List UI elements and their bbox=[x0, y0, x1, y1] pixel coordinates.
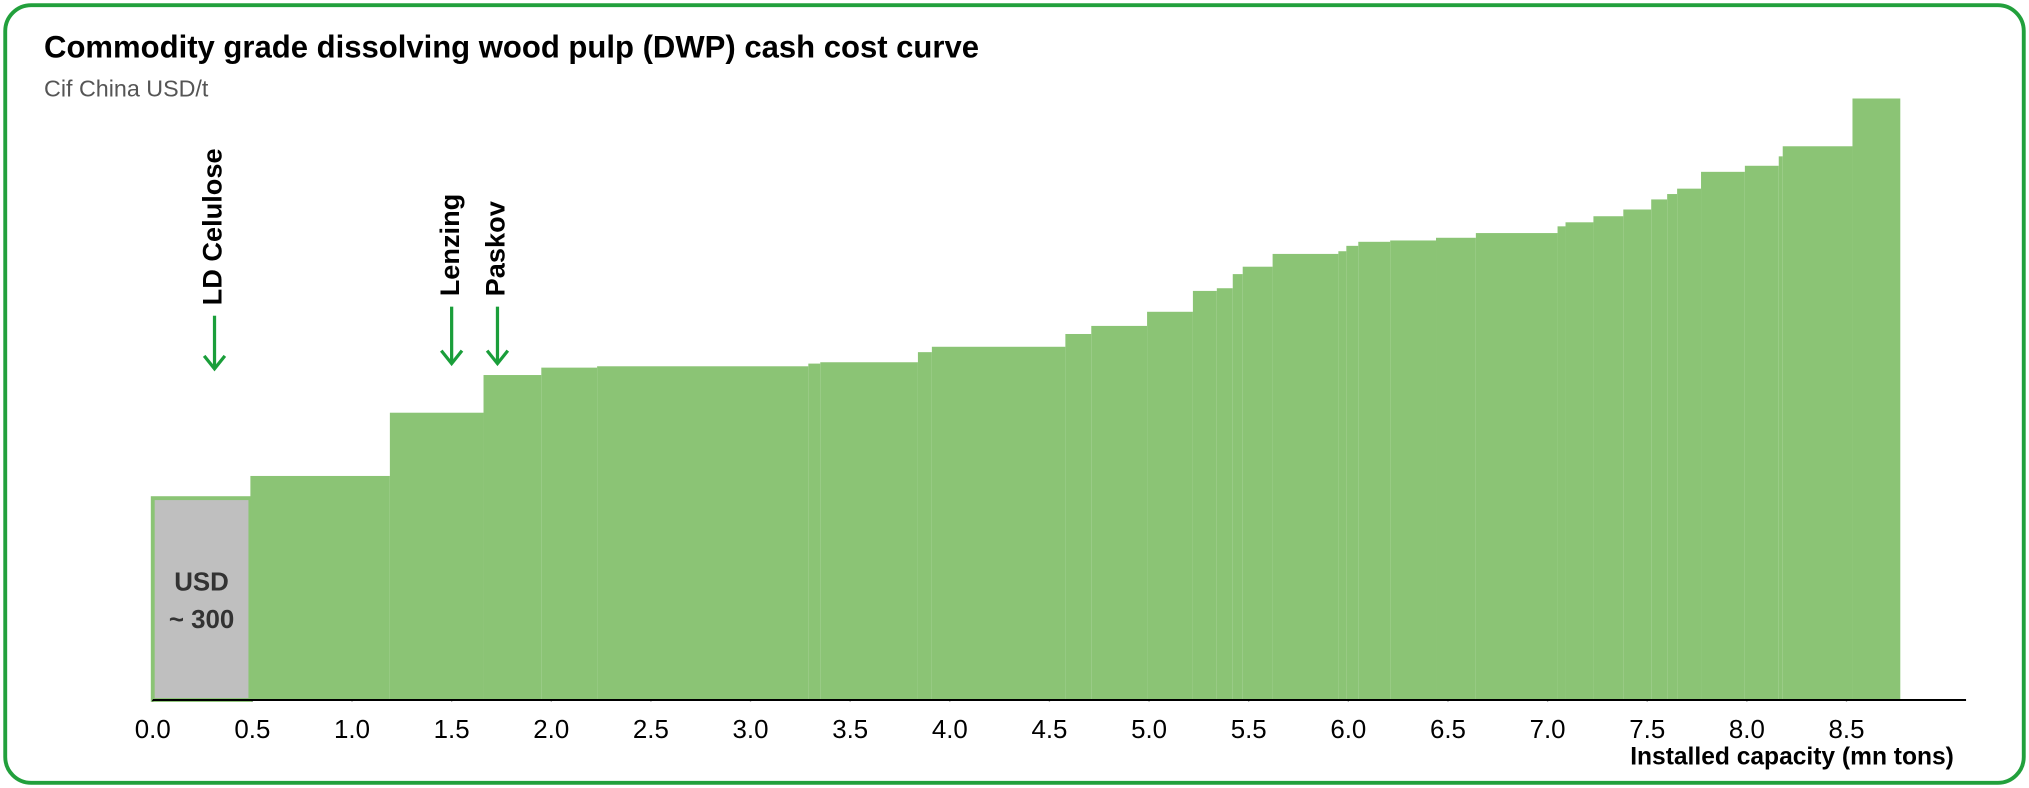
cost-step bbox=[1667, 194, 1678, 701]
annotation-label: Lenzing bbox=[434, 194, 465, 297]
cost-step bbox=[820, 362, 918, 701]
x-tick-label: 8.5 bbox=[1829, 716, 1865, 744]
cost-step bbox=[389, 412, 484, 701]
x-tick-label: 1.0 bbox=[334, 716, 370, 744]
x-axis-label: Installed capacity (mn tons) bbox=[1630, 744, 1954, 771]
cost-step bbox=[1701, 171, 1745, 701]
x-tick-label: 2.5 bbox=[633, 716, 669, 744]
cost-step bbox=[1346, 245, 1359, 701]
cost-step bbox=[1091, 325, 1148, 701]
cost-step bbox=[1065, 333, 1092, 701]
cost-step bbox=[1358, 241, 1391, 701]
x-tick-label: 2.0 bbox=[533, 716, 569, 744]
annotation-arrowhead bbox=[202, 354, 227, 372]
cost-step bbox=[1565, 222, 1594, 701]
cost-step bbox=[1338, 251, 1347, 701]
x-tick-label: 1.5 bbox=[434, 716, 470, 744]
cost-step bbox=[1557, 226, 1566, 701]
x-tick-label: 7.0 bbox=[1530, 716, 1566, 744]
chart-subtitle: Cif China USD/t bbox=[44, 76, 209, 102]
x-tick-label: 5.0 bbox=[1131, 716, 1167, 744]
cost-step bbox=[483, 375, 542, 701]
x-tick-label: 7.5 bbox=[1629, 716, 1665, 744]
cost-step bbox=[1242, 266, 1273, 701]
cost-step bbox=[917, 352, 932, 701]
x-tick-label: 0.5 bbox=[234, 716, 270, 744]
cost-step bbox=[1232, 274, 1243, 701]
cost-step bbox=[541, 367, 598, 701]
cost-step bbox=[931, 346, 1066, 701]
cost-step bbox=[1216, 288, 1233, 701]
x-tick-label: 5.5 bbox=[1231, 716, 1267, 744]
x-tick-label: 4.5 bbox=[1031, 716, 1067, 744]
value-label: USD ~ 300 bbox=[169, 568, 234, 634]
annotation-label: LD Celulose bbox=[197, 148, 228, 305]
cost-step bbox=[1390, 240, 1437, 701]
cost-step bbox=[1192, 290, 1217, 701]
cost-step bbox=[1744, 165, 1779, 701]
annotation-arrowhead bbox=[485, 349, 510, 367]
cost-step bbox=[1436, 237, 1476, 701]
cost-step bbox=[1475, 233, 1558, 701]
cost-step bbox=[1852, 98, 1901, 701]
x-tick-label: 6.5 bbox=[1430, 716, 1466, 744]
chart-title: Commodity grade dissolving wood pulp (DW… bbox=[44, 29, 979, 64]
x-tick-label: 3.0 bbox=[733, 716, 769, 744]
x-tick-label: 3.5 bbox=[832, 716, 868, 744]
cost-step bbox=[1147, 311, 1193, 701]
x-tick-label: 0.0 bbox=[135, 716, 171, 744]
x-tick-label: 8.0 bbox=[1729, 716, 1765, 744]
x-tick-label: 6.0 bbox=[1330, 716, 1366, 744]
cost-step bbox=[1623, 209, 1652, 701]
annotation-arrowhead bbox=[440, 349, 464, 367]
cost-step bbox=[597, 366, 809, 701]
cost-step bbox=[1593, 216, 1624, 701]
cost-step bbox=[1272, 253, 1339, 701]
cost-step bbox=[1782, 146, 1853, 701]
cost-step bbox=[1651, 199, 1668, 701]
cost-step bbox=[150, 496, 253, 702]
cost-step bbox=[250, 475, 390, 701]
annotation-label: Paskov bbox=[480, 201, 511, 296]
cost-step bbox=[1677, 188, 1702, 701]
cost-step bbox=[808, 363, 821, 701]
x-tick-label: 4.0 bbox=[932, 716, 968, 744]
cost-step bbox=[1778, 156, 1783, 701]
